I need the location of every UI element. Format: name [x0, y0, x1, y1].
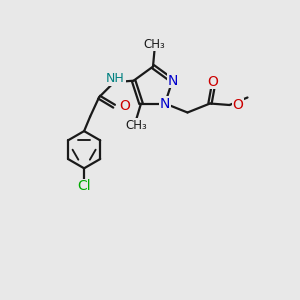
- Text: N: N: [167, 74, 178, 88]
- Text: O: O: [208, 75, 218, 88]
- Text: CH₃: CH₃: [126, 118, 147, 132]
- Text: CH₃: CH₃: [144, 38, 165, 51]
- Text: Cl: Cl: [77, 179, 91, 193]
- Text: O: O: [232, 98, 243, 112]
- Text: NH: NH: [106, 72, 125, 85]
- Text: O: O: [119, 99, 130, 113]
- Text: N: N: [160, 97, 170, 110]
